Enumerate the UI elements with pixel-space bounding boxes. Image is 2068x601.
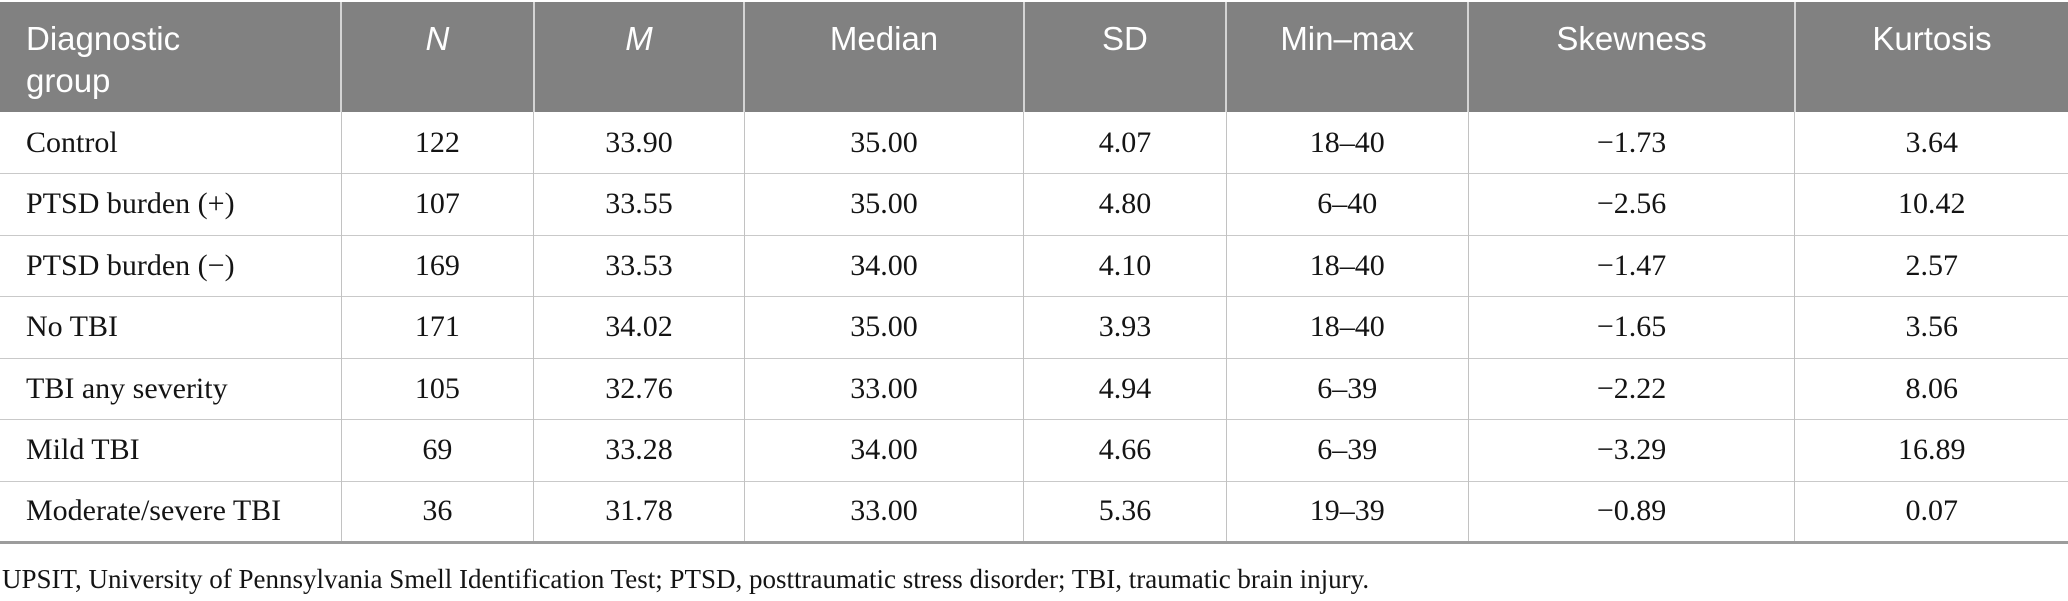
table-header-row: Diagnostic group N M Median SD Min–max Skewnes… [0, 2, 2068, 112]
cell-skewness: −1.47 [1468, 234, 1796, 297]
column-header-min-max: Min–max [1226, 2, 1470, 112]
column-header-diagnostic-group: Diagnostic group [0, 2, 343, 112]
column-header-n: N [341, 2, 535, 112]
row-label: PTSD burden (−) [0, 234, 342, 297]
row-label: Moderate/severe TBI [0, 480, 342, 543]
cell-median: 33.00 [744, 357, 1025, 420]
table-row-5-mild-tbi: Mild TBI 69 33.28 34.00 4.66 6–39 −3.29 16.89 [0, 419, 2068, 481]
row-label: No TBI [0, 296, 342, 358]
cell-skewness: −2.22 [1468, 357, 1796, 420]
cell-skewness: −3.29 [1468, 419, 1796, 481]
cell-median: 35.00 [744, 296, 1025, 358]
row-label: PTSD burden (+) [0, 173, 342, 235]
table-row-0-control: Control 122 33.90 35.00 4.07 18–40 −1.73 3.64 [0, 112, 2068, 174]
cell-min-max: 6–39 [1226, 419, 1469, 481]
cell-median: 35.00 [744, 173, 1025, 235]
cell-median: 34.00 [744, 419, 1025, 481]
row-label: TBI any severity [0, 357, 342, 420]
cell-kurtosis: 10.42 [1794, 173, 2068, 235]
cell-n: 36 [341, 480, 535, 543]
cell-skewness: −0.89 [1468, 480, 1796, 543]
cell-min-max: 18–40 [1226, 234, 1469, 297]
cell-sd: 4.10 [1023, 234, 1227, 297]
cell-n: 69 [341, 419, 535, 481]
column-header-kurtosis: Kurtosis [1794, 2, 2068, 112]
cell-n: 122 [341, 112, 535, 174]
cell-kurtosis: 2.57 [1794, 234, 2068, 297]
cell-m: 33.53 [533, 234, 745, 297]
cell-sd: 4.94 [1023, 357, 1227, 420]
table-footnote: UPSIT, University of Pennsylvania Smell … [2, 564, 1370, 594]
cell-min-max: 19–39 [1226, 480, 1469, 543]
row-label: Mild TBI [0, 419, 342, 481]
column-header-sd: SD [1023, 2, 1228, 112]
cell-kurtosis: 16.89 [1794, 419, 2068, 481]
cell-kurtosis: 3.64 [1905, 125, 1958, 159]
table-row-6-moderate-severe-tbi: Moderate/severe TBI 36 31.78 33.00 5.36 19–39… [0, 480, 2068, 543]
column-header-skewness: Skewness [1468, 2, 1796, 112]
cell-m: 33.28 [533, 419, 745, 481]
table-row-4-tbi-any-severity: TBI any severity 105 32.76 33.00 4.94 6–39 −2.… [0, 357, 2068, 420]
cell-kurtosis: 3.56 [1794, 296, 2068, 358]
cell-skewness: −1.65 [1468, 296, 1796, 358]
cell-skewness: −2.56 [1468, 173, 1796, 235]
cell-sd: 5.36 [1023, 480, 1227, 543]
cell-min-max: 18–40 [1226, 296, 1469, 358]
cell-kurtosis: 8.06 [1794, 357, 2068, 420]
cell-m: 34.02 [533, 296, 745, 358]
table-row-2-ptsd-burden: PTSD burden (−) 169 33.53 34.00 4.10 18–40 −1.… [0, 234, 2068, 297]
cell-min-max: 6–40 [1226, 173, 1469, 235]
cell-skewness: −1.73 [1468, 112, 1796, 174]
cell-sd: 3.93 [1023, 296, 1227, 358]
cell-n: 105 [341, 357, 535, 420]
cell-median: 35.00 [744, 112, 1025, 174]
cell-n: 171 [341, 296, 535, 358]
cell-m: 31.78 [533, 480, 745, 543]
table-row-1-ptsd-burden: PTSD burden (+) 107 33.55 35.00 4.80 6–40 −2.5… [0, 173, 2068, 235]
cell-sd: 4.66 [1023, 419, 1227, 481]
cell-m: 33.90 [533, 112, 745, 174]
cell-n: 107 [341, 173, 535, 235]
cell-m: 33.55 [533, 173, 745, 235]
cell-m: 32.76 [533, 357, 745, 420]
cell-n: 169 [341, 234, 535, 297]
table-header: Diagnostic group N M Median SD Min–max Skewnes… [0, 2, 2068, 112]
cell-median: 34.00 [744, 234, 1025, 297]
cell-min-max: 18–40 [1226, 112, 1469, 174]
cell-sd: 4.07 [1023, 112, 1227, 174]
descriptive-statistics-table: Diagnostic group N M Median SD Min–max Skewnes… [0, 2, 2068, 544]
cell-kurtosis: 0.07 [1794, 480, 2068, 543]
row-label: Control [0, 112, 342, 174]
cell-sd: 4.80 [1023, 173, 1227, 235]
column-header-median: Median [744, 2, 1025, 112]
cell-median: 33.00 [744, 480, 1025, 543]
cell-min-max: 6–39 [1226, 357, 1469, 420]
table-row-3-no-tbi: No TBI 171 34.02 35.00 3.93 18–40 −1.65 3.56 [0, 296, 2068, 358]
table-body: Control 122 33.90 35.00 4.07 18–40 −1.73 3.64 PT… [0, 112, 2068, 543]
column-header-m: M [533, 2, 746, 112]
